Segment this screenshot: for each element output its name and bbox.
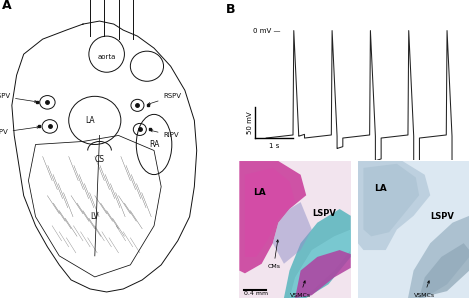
Text: CMs: CMs [267,240,280,269]
Text: A: A [2,0,12,12]
Text: 0.4 mm: 0.4 mm [244,291,268,296]
Text: 0 mV —: 0 mV — [253,28,280,34]
Text: LSPV: LSPV [0,93,37,103]
Text: aorta: aorta [98,54,116,60]
Text: 50 mV: 50 mV [247,111,253,134]
Polygon shape [408,216,469,298]
Polygon shape [245,168,295,257]
Text: LIPV: LIPV [0,126,39,135]
Text: LSPV: LSPV [312,209,336,218]
Polygon shape [273,202,312,264]
Text: B: B [226,3,235,16]
Text: LA: LA [85,116,95,125]
Text: VSMCs: VSMCs [290,281,310,298]
Polygon shape [290,229,351,298]
Polygon shape [284,209,351,298]
Text: CS: CS [94,155,105,164]
Text: LA: LA [253,188,265,197]
Polygon shape [295,250,351,298]
Polygon shape [419,243,469,298]
Text: LA: LA [374,184,387,193]
Text: 1 s: 1 s [269,143,279,149]
Text: RSPV: RSPV [148,93,182,105]
Text: LSPV: LSPV [430,212,454,221]
Text: RIPV: RIPV [150,130,179,138]
Text: LV: LV [91,212,99,221]
Polygon shape [364,164,419,236]
Text: RA: RA [149,140,159,149]
Polygon shape [358,161,430,250]
Polygon shape [239,161,306,273]
Text: VSMCs: VSMCs [413,281,435,298]
